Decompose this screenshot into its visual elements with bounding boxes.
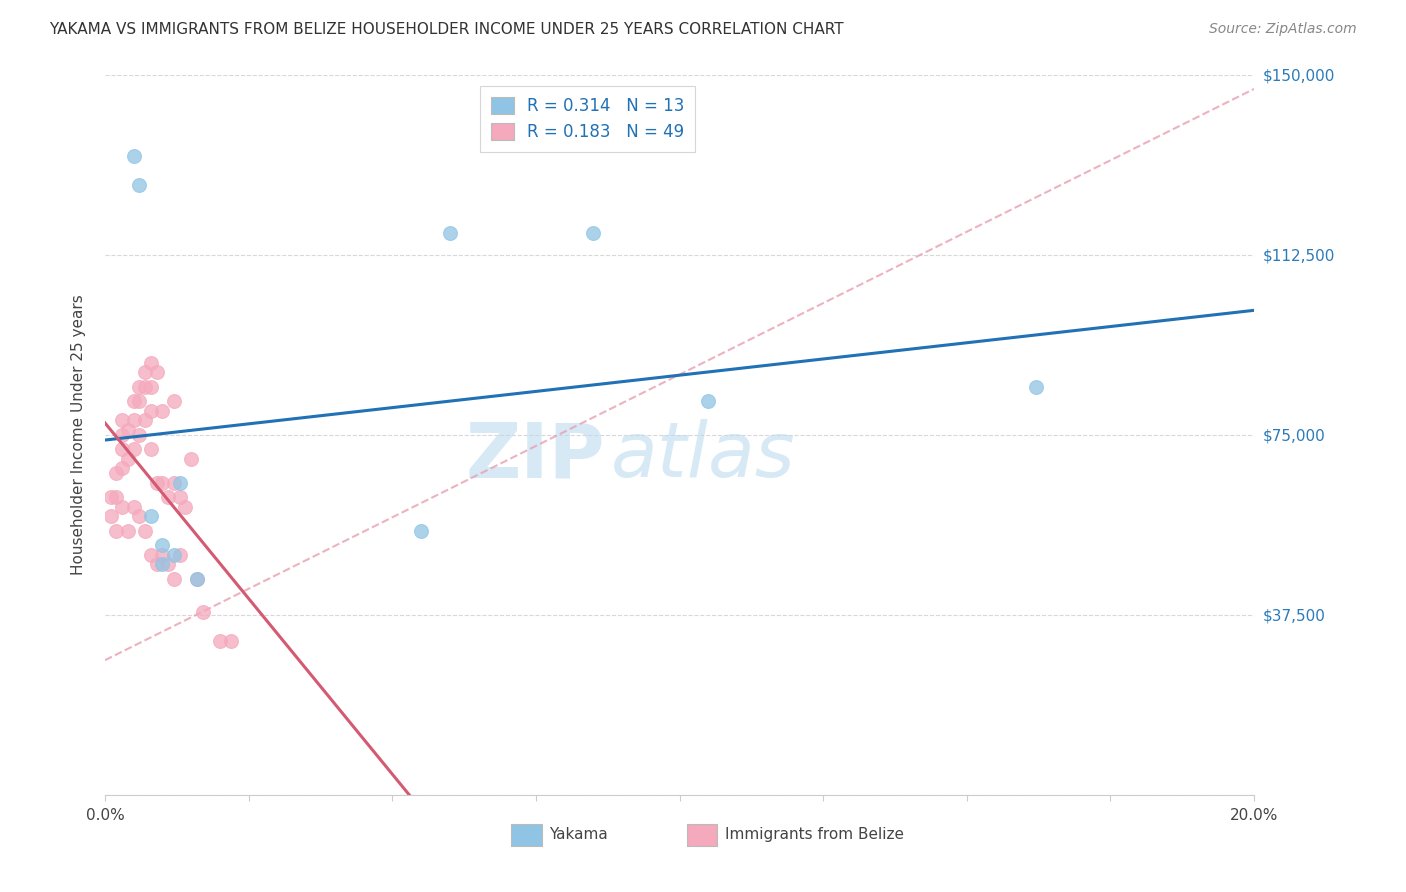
Point xyxy=(111,427,134,442)
Point xyxy=(221,634,243,648)
Point xyxy=(134,365,156,379)
Point xyxy=(186,572,208,586)
Point xyxy=(169,490,191,504)
Point xyxy=(105,466,128,480)
Legend: R = 0.314   N = 13, R = 0.183   N = 49: R = 0.314 N = 13, R = 0.183 N = 49 xyxy=(479,87,696,152)
Point xyxy=(111,461,134,475)
Point xyxy=(157,490,180,504)
Point xyxy=(157,557,180,571)
Text: ZIP: ZIP xyxy=(465,419,605,493)
Point xyxy=(163,393,186,408)
Point xyxy=(100,490,122,504)
Point xyxy=(145,365,167,379)
Text: YAKAMA VS IMMIGRANTS FROM BELIZE HOUSEHOLDER INCOME UNDER 25 YEARS CORRELATION C: YAKAMA VS IMMIGRANTS FROM BELIZE HOUSEHO… xyxy=(49,22,844,37)
Point xyxy=(139,379,162,393)
Point xyxy=(152,557,174,571)
Point xyxy=(191,605,214,619)
Text: Yakama: Yakama xyxy=(548,827,607,842)
Point xyxy=(163,572,186,586)
Point xyxy=(117,451,139,466)
Point xyxy=(1025,379,1047,393)
Point xyxy=(122,149,145,163)
Text: Source: ZipAtlas.com: Source: ZipAtlas.com xyxy=(1209,22,1357,37)
Point xyxy=(139,403,162,417)
Point xyxy=(134,379,156,393)
Point xyxy=(169,548,191,562)
Point xyxy=(439,226,461,240)
Point xyxy=(105,490,128,504)
Point xyxy=(169,475,191,490)
Point xyxy=(145,475,167,490)
Point xyxy=(122,413,145,427)
Point xyxy=(139,442,162,456)
Point xyxy=(145,557,167,571)
Point xyxy=(128,427,150,442)
Point xyxy=(180,451,202,466)
Point xyxy=(134,413,156,427)
Point xyxy=(134,524,156,538)
Point xyxy=(111,413,134,427)
Point xyxy=(111,442,134,456)
Point xyxy=(152,538,174,552)
Point xyxy=(409,524,432,538)
Point xyxy=(139,548,162,562)
Y-axis label: Householder Income Under 25 years: Householder Income Under 25 years xyxy=(72,294,86,575)
Text: atlas: atlas xyxy=(610,419,794,493)
Point xyxy=(582,226,605,240)
Point xyxy=(128,509,150,524)
Point xyxy=(122,393,145,408)
Point xyxy=(152,403,174,417)
Point xyxy=(139,355,162,369)
Point xyxy=(117,423,139,437)
Point xyxy=(117,524,139,538)
Point xyxy=(152,475,174,490)
Point xyxy=(208,634,231,648)
Point xyxy=(100,509,122,524)
Text: Immigrants from Belize: Immigrants from Belize xyxy=(724,827,904,842)
Point xyxy=(163,548,186,562)
Point xyxy=(128,393,150,408)
Point xyxy=(128,379,150,393)
Point xyxy=(128,178,150,192)
Point xyxy=(111,500,134,514)
Point xyxy=(186,572,208,586)
Point xyxy=(105,524,128,538)
Point xyxy=(697,393,720,408)
Point xyxy=(152,548,174,562)
Point xyxy=(139,509,162,524)
Point xyxy=(163,475,186,490)
Point xyxy=(122,500,145,514)
Point xyxy=(122,442,145,456)
Point xyxy=(174,500,197,514)
